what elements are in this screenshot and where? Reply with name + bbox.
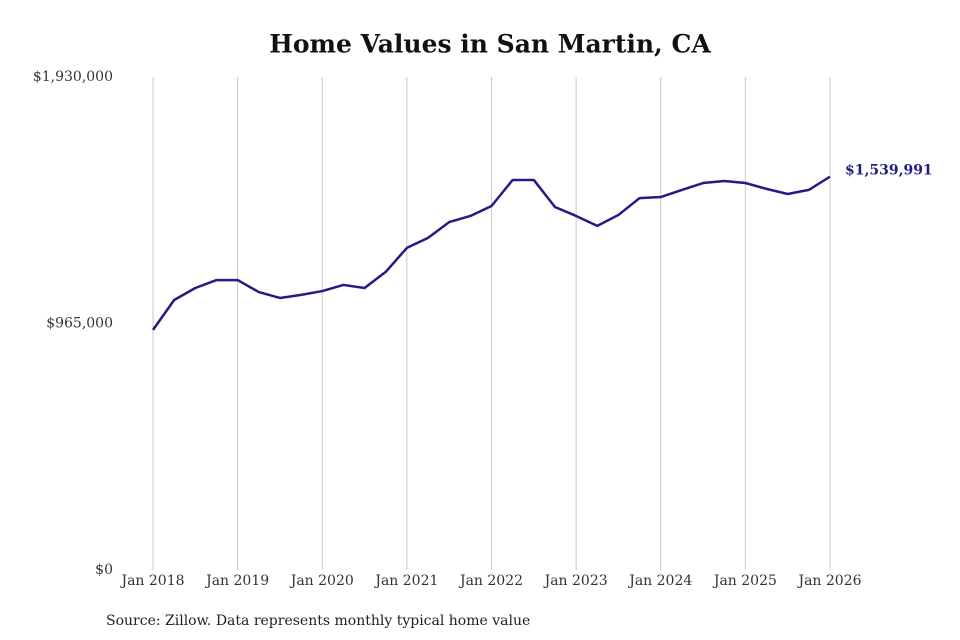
x-tick-label: Jan 2024: [627, 573, 692, 589]
chart-title: Home Values in San Martin, CA: [269, 30, 711, 59]
x-tick-label: Jan 2021: [373, 573, 438, 589]
line: [151, 175, 831, 331]
data-label: $1,539,991: [845, 163, 933, 179]
x-tick-label: Jan 2025: [712, 573, 777, 589]
x-tick-label: Jan 2020: [289, 573, 354, 589]
x-tick-label: Jan 2019: [204, 573, 269, 589]
x-tick-label: Jan 2022: [458, 573, 523, 589]
x-tick-label: Jan 2026: [796, 573, 861, 589]
y-tick-label: $1,930,000: [33, 69, 113, 85]
x-tick-label: Jan 2023: [543, 573, 608, 589]
y-tick-label: $965,000: [46, 316, 113, 332]
source-note: Source: Zillow. Data represents monthly …: [106, 613, 530, 629]
x-tick-label: Jan 2018: [119, 573, 184, 589]
y-tick-label: $0: [95, 562, 113, 578]
